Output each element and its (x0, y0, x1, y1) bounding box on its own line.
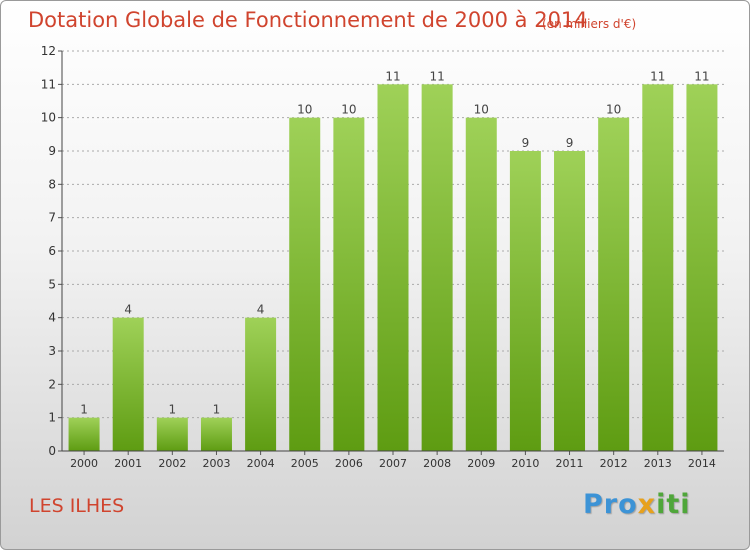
bar-value-label: 11 (694, 69, 709, 83)
y-tick-label: 3 (48, 344, 56, 358)
bar (598, 117, 630, 452)
y-tick-label: 8 (48, 177, 56, 191)
proxiti-logo[interactable]: Proxiti (583, 489, 691, 520)
x-tick-label: 2008 (423, 457, 451, 470)
bar (112, 317, 144, 451)
x-tick-label: 2007 (379, 457, 407, 470)
bar (289, 117, 321, 452)
x-tick-label: 2001 (114, 457, 142, 470)
y-tick-label: 2 (48, 377, 56, 391)
chart-title: Dotation Globale de Fonctionnement de 20… (28, 8, 588, 32)
bar (686, 84, 718, 451)
y-tick-label: 6 (48, 244, 56, 258)
bar (156, 417, 188, 451)
x-tick-label: 2005 (291, 457, 319, 470)
y-tick-label: 0 (48, 444, 56, 458)
bar (554, 151, 586, 451)
bar-value-label: 1 (169, 403, 177, 417)
commune-name: LES ILHES (29, 495, 125, 517)
y-tick-label: 11 (41, 77, 56, 91)
bar-value-label: 10 (606, 103, 621, 117)
bar (509, 151, 541, 451)
y-tick-label: 4 (48, 311, 56, 325)
bar-value-label: 1 (80, 403, 88, 417)
logo-part-pro: Pro (583, 489, 638, 520)
x-tick-label: 2004 (247, 457, 275, 470)
bar-value-label: 1 (213, 403, 221, 417)
bar-value-label: 10 (474, 103, 489, 117)
bar (68, 417, 100, 451)
x-tick-label: 2009 (467, 457, 495, 470)
bar (377, 84, 409, 451)
x-tick-label: 2011 (556, 457, 584, 470)
bar-value-label: 9 (566, 136, 574, 150)
bar (465, 117, 497, 452)
x-tick-label: 2012 (600, 457, 628, 470)
x-tick-label: 2010 (511, 457, 539, 470)
bar-value-label: 10 (297, 103, 312, 117)
bar-value-label: 4 (124, 303, 132, 317)
bar-value-label: 11 (385, 69, 400, 83)
x-tick-label: 2006 (335, 457, 363, 470)
bar-value-label: 9 (522, 136, 530, 150)
x-tick-label: 2000 (70, 457, 98, 470)
bar-value-label: 10 (341, 103, 356, 117)
y-tick-label: 7 (48, 211, 56, 225)
bar-value-label: 4 (257, 303, 265, 317)
bar (333, 117, 365, 452)
y-tick-label: 9 (48, 144, 56, 158)
bar (200, 417, 232, 451)
y-tick-label: 1 (48, 411, 56, 425)
x-tick-label: 2014 (688, 457, 716, 470)
bar-value-label: 11 (429, 69, 444, 83)
x-tick-label: 2003 (202, 457, 230, 470)
y-tick-label: 12 (41, 44, 56, 58)
logo-part-iti: iti (656, 489, 691, 520)
unit-note: (en milliers d'€) (542, 17, 637, 31)
y-tick-label: 10 (41, 111, 56, 125)
bar (245, 317, 277, 451)
logo-part-x: x (637, 489, 657, 520)
bar-value-label: 11 (650, 69, 665, 83)
x-tick-label: 2013 (644, 457, 672, 470)
x-tick-label: 2002 (158, 457, 186, 470)
bar (421, 84, 453, 451)
bar (642, 84, 674, 451)
y-tick-label: 5 (48, 277, 56, 291)
